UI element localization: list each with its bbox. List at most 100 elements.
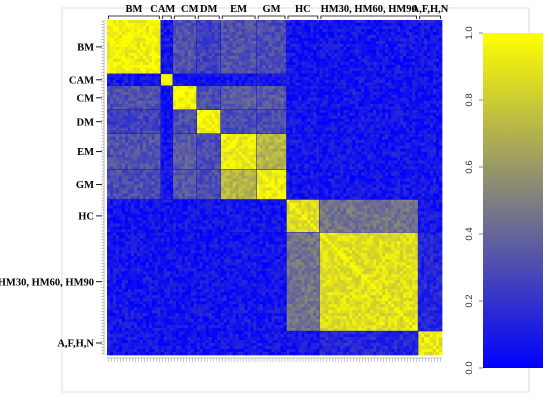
heatmap-cell (376, 124, 380, 129)
heatmap-cell (181, 103, 186, 108)
heatmap-cell (208, 130, 213, 135)
heatmap-cell (424, 25, 428, 30)
heatmap-cell (169, 142, 174, 146)
heatmap-cell (184, 97, 189, 102)
heatmap-cell (127, 97, 132, 102)
heatmap-cell (256, 109, 260, 114)
heatmap-cell (142, 136, 147, 140)
heatmap-cell (148, 52, 153, 57)
heatmap-cell (184, 73, 189, 78)
heatmap-cell (382, 106, 386, 111)
heatmap-cell (127, 49, 132, 54)
heatmap-cell (208, 115, 213, 120)
heatmap-cell (157, 139, 162, 143)
heatmap-cell (202, 28, 207, 33)
heatmap-cell (334, 97, 338, 102)
heatmap-cell (388, 82, 392, 87)
heatmap-cell (436, 139, 440, 143)
heatmap-cell (295, 136, 299, 140)
heatmap-cell (190, 52, 195, 57)
heatmap-cell (430, 49, 434, 54)
heatmap-cell (319, 145, 323, 149)
heatmap-cell (397, 148, 401, 152)
heatmap-cell (163, 112, 168, 117)
heatmap-cell (286, 118, 290, 123)
heatmap-cell (127, 34, 132, 39)
heatmap-cell (388, 115, 392, 120)
heatmap-cell (397, 142, 401, 146)
heatmap-cell (271, 79, 275, 84)
heatmap-cell (127, 85, 132, 90)
heatmap-cell (325, 91, 329, 96)
heatmap-cell (361, 52, 365, 57)
heatmap-cell (163, 88, 168, 93)
heatmap-cell (334, 76, 338, 81)
heatmap-cell (199, 82, 204, 87)
heatmap-cell (277, 91, 281, 96)
heatmap-cell (277, 85, 281, 90)
heatmap-cell (319, 127, 323, 132)
heatmap-cell (427, 130, 431, 135)
heatmap-cell (250, 85, 254, 90)
heatmap-cell (340, 34, 344, 39)
heatmap-cell (319, 103, 323, 108)
heatmap-cell (109, 79, 114, 84)
heatmap-cell (232, 133, 236, 137)
heatmap-cell (148, 34, 153, 39)
heatmap-cell (337, 25, 341, 30)
heatmap-cell (292, 82, 296, 87)
heatmap-cell (367, 76, 371, 81)
heatmap-cell (112, 133, 117, 137)
heatmap-cell (337, 103, 341, 108)
heatmap-cell (373, 49, 377, 54)
heatmap-cell (163, 142, 168, 146)
heatmap-cell (205, 139, 210, 143)
heatmap-cell (406, 46, 410, 51)
heatmap-cell (412, 109, 416, 114)
heatmap-cell (223, 76, 227, 81)
heatmap-cell (409, 85, 413, 90)
heatmap-cell (403, 121, 407, 126)
heatmap-cell (208, 148, 213, 152)
heatmap-cell (169, 20, 174, 24)
heatmap-cell (121, 106, 126, 111)
heatmap-cell (196, 124, 201, 129)
heatmap-cell (289, 124, 293, 129)
heatmap-cell (181, 58, 186, 63)
heatmap-cell (145, 46, 150, 51)
heatmap-cell (409, 64, 413, 69)
heatmap-cell (427, 37, 431, 42)
heatmap-cell (406, 52, 410, 57)
heatmap-cell (172, 112, 177, 117)
heatmap-cell (298, 115, 302, 120)
heatmap-cell (301, 136, 305, 140)
heatmap-cell (184, 55, 189, 60)
heatmap-cell (235, 106, 239, 111)
heatmap-cell (436, 97, 440, 102)
heatmap-cell (115, 112, 120, 117)
heatmap-cell (379, 20, 383, 24)
heatmap-cell (316, 88, 320, 93)
heatmap-cell (403, 148, 407, 152)
heatmap-cell (400, 97, 404, 102)
heatmap-cell (397, 64, 401, 69)
heatmap-cell (364, 112, 368, 117)
heatmap-cell (181, 91, 186, 96)
heatmap-cell (148, 127, 153, 132)
heatmap-cell (439, 115, 443, 120)
heatmap-cell (211, 151, 216, 155)
heatmap-cell (250, 94, 254, 99)
heatmap-cell (412, 43, 416, 48)
heatmap-cell (436, 61, 440, 66)
heatmap-cell (187, 103, 192, 108)
heatmap-cell (415, 40, 419, 45)
heatmap-cell (382, 118, 386, 123)
heatmap-cell (343, 64, 347, 69)
heatmap-cell (112, 127, 117, 132)
heatmap-cell (295, 31, 299, 36)
heatmap-cell (340, 49, 344, 54)
heatmap-cell (328, 61, 332, 66)
heatmap-cell (142, 127, 147, 132)
heatmap-cell (394, 115, 398, 120)
